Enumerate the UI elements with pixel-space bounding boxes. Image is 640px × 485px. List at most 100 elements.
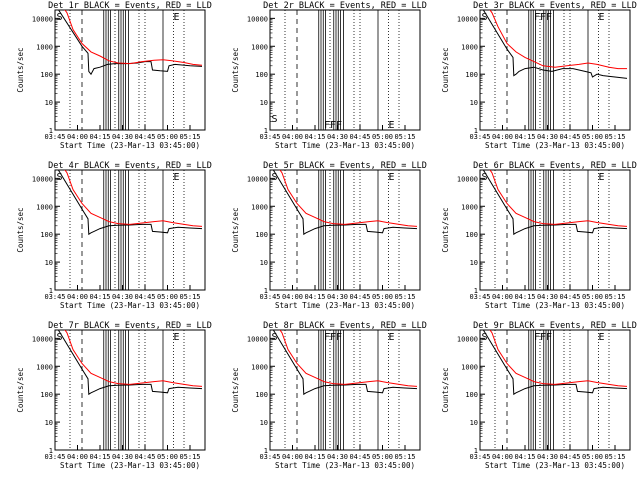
y-tick-label: 10000 <box>457 175 478 183</box>
marker-fff: FFF <box>534 12 552 23</box>
marker-fff: FFF <box>324 332 342 343</box>
lld-series <box>279 170 418 227</box>
events-series <box>482 170 628 236</box>
x-tick-label: 04:45 <box>349 293 370 301</box>
x-tick-label: 05:15 <box>604 293 625 301</box>
plot-frame <box>269 9 421 131</box>
marker-s: S <box>57 332 63 343</box>
marker-e: E <box>389 120 395 131</box>
marker-e: E <box>389 172 395 183</box>
y-axis-label: Counts/sec <box>16 367 25 412</box>
x-tick-label: 05:15 <box>179 293 200 301</box>
panel-title: Det 8r BLACK = Events, RED = LLD <box>263 321 427 331</box>
y-tick-label: 10 <box>260 259 268 267</box>
x-tick-label: 04:45 <box>349 133 370 141</box>
x-tick-label: 05:00 <box>582 293 603 301</box>
x-tick-label: 03:45 <box>259 293 280 301</box>
x-tick-label: 04:00 <box>282 293 303 301</box>
y-axis-label: Counts/sec <box>231 207 240 252</box>
x-tick-label: 04:30 <box>537 133 558 141</box>
plot-frame <box>54 9 206 131</box>
series-group <box>482 10 628 79</box>
y-axis-label: Counts/sec <box>231 47 240 92</box>
y-axis-label: Counts/sec <box>441 47 450 92</box>
x-tick-label: 04:30 <box>112 293 133 301</box>
events-series <box>272 330 418 396</box>
marker-s: S <box>272 114 278 125</box>
events-series <box>57 170 203 236</box>
x-axis-label: Start Time (23-Mar-13 03:45:00) <box>60 461 200 470</box>
x-tick-label: 04:00 <box>282 453 303 461</box>
x-tick-label: 04:15 <box>89 133 110 141</box>
y-tick-label: 1 <box>264 447 268 455</box>
x-tick-label: 04:15 <box>514 453 535 461</box>
x-axis-label: Start Time (23-Mar-13 03:45:00) <box>275 461 415 470</box>
panel-title: Det 9r BLACK = Events, RED = LLD <box>473 321 637 331</box>
x-tick-label: 03:45 <box>469 293 490 301</box>
x-tick-label: 05:15 <box>394 293 415 301</box>
lld-series <box>489 10 627 70</box>
y-axis-label: Counts/sec <box>441 207 450 252</box>
y-tick-label: 10000 <box>247 175 268 183</box>
events-series <box>57 330 203 396</box>
plot-frame <box>479 169 631 291</box>
y-tick-label: 1000 <box>461 363 478 371</box>
panel-6: Det 6r BLACK = Events, RED = LLD 1 10 100 10… <box>441 161 637 310</box>
marker-s: S <box>482 172 488 183</box>
y-tick-label: 10000 <box>247 15 268 23</box>
y-tick-label: 10 <box>470 419 478 427</box>
x-tick-label: 03:45 <box>469 133 490 141</box>
marker-lines <box>494 170 610 290</box>
panel-title: Det 6r BLACK = Events, RED = LLD <box>473 161 637 171</box>
x-tick-label: 05:15 <box>394 133 415 141</box>
panel-5: Det 5r BLACK = Events, RED = LLD 1 10 100 10… <box>231 161 427 310</box>
panel-3: Det 3r BLACK = Events, RED = LLD 1 10 100 10… <box>441 1 637 150</box>
plot-frame <box>479 329 631 451</box>
marker-s: S <box>57 172 63 183</box>
x-tick-label: 04:15 <box>514 293 535 301</box>
x-tick-label: 04:30 <box>537 293 558 301</box>
marker-fff: FFF <box>534 332 552 343</box>
panel-title: Det 7r BLACK = Events, RED = LLD <box>48 321 212 331</box>
x-axis-label: Start Time (23-Mar-13 03:45:00) <box>275 141 415 150</box>
y-tick-label: 100 <box>255 391 268 399</box>
marker-e: E <box>174 332 180 343</box>
y-tick-label: 1000 <box>251 203 268 211</box>
events-series <box>272 170 418 236</box>
x-tick-label: 03:45 <box>44 293 65 301</box>
panel-9: Det 9r BLACK = Events, RED = LLD 1 10 100 10… <box>441 321 637 470</box>
events-series <box>482 330 628 396</box>
x-tick-label: 05:00 <box>582 453 603 461</box>
y-tick-label: 10000 <box>457 15 478 23</box>
y-tick-label: 10 <box>45 259 53 267</box>
x-tick-label: 03:45 <box>259 453 280 461</box>
y-tick-label: 10000 <box>457 335 478 343</box>
y-tick-label: 1000 <box>461 203 478 211</box>
panel-title: Det 4r BLACK = Events, RED = LLD <box>48 161 212 171</box>
x-axis-label: Start Time (23-Mar-13 03:45:00) <box>485 461 625 470</box>
y-tick-label: 10 <box>470 259 478 267</box>
panel-title: Det 1r BLACK = Events, RED = LLD <box>48 1 212 11</box>
x-tick-label: 04:45 <box>559 133 580 141</box>
series-group <box>272 330 418 396</box>
lld-series <box>64 330 203 387</box>
y-tick-label: 1 <box>49 127 53 135</box>
x-tick-label: 03:45 <box>259 133 280 141</box>
y-tick-label: 10 <box>470 99 478 107</box>
x-axis-label: Start Time (23-Mar-13 03:45:00) <box>485 141 625 150</box>
x-tick-label: 04:00 <box>492 133 513 141</box>
y-tick-label: 1000 <box>36 43 53 51</box>
panel-7: Det 7r BLACK = Events, RED = LLD 1 10 100 10… <box>16 321 212 470</box>
x-tick-label: 04:45 <box>134 133 155 141</box>
x-tick-label: 04:15 <box>89 453 110 461</box>
x-tick-label: 04:00 <box>67 453 88 461</box>
x-tick-label: 04:15 <box>304 293 325 301</box>
x-tick-label: 04:45 <box>134 293 155 301</box>
y-tick-label: 100 <box>40 231 53 239</box>
x-tick-label: 04:45 <box>349 453 370 461</box>
x-tick-label: 04:00 <box>492 293 513 301</box>
y-tick-label: 1000 <box>251 363 268 371</box>
events-series <box>482 10 628 79</box>
y-tick-label: 10 <box>260 419 268 427</box>
